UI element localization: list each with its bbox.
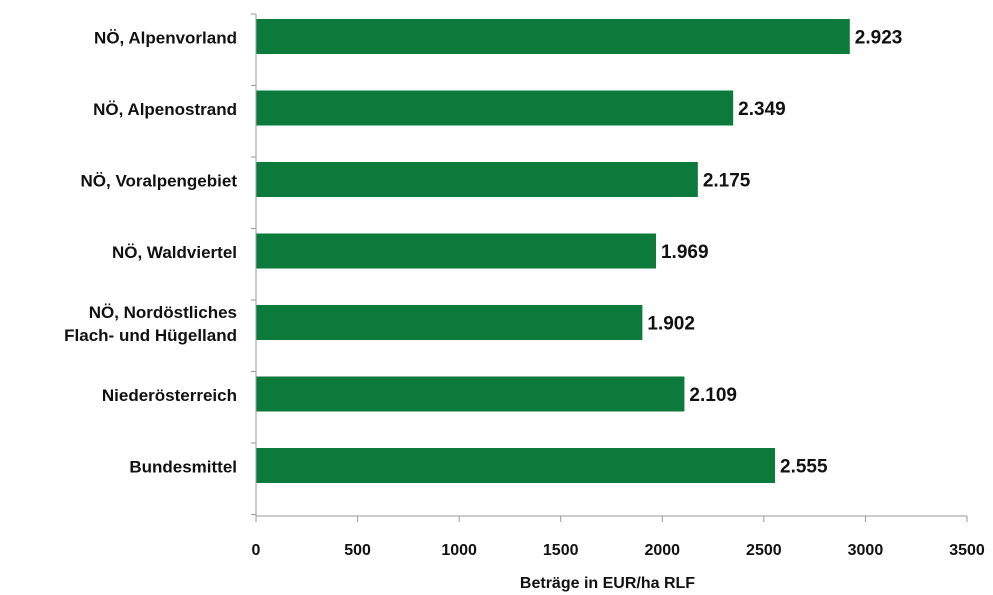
category-label-line: NÖ, Alpenostrand — [93, 100, 237, 119]
x-tick-label: 2500 — [746, 542, 782, 559]
x-tick-label: 2000 — [644, 542, 680, 559]
category-label: NÖ, Nordöstliches Flach- und Hügelland — [64, 303, 237, 345]
bar-value-label: 1.969 — [661, 242, 709, 263]
bar-value-label: 2.555 — [780, 457, 828, 478]
category-label: NÖ, Alpenvorland — [94, 29, 237, 48]
category-labels-layer: NÖ, Alpenvorland NÖ, Alpenostrand NÖ, Vora… — [64, 29, 237, 477]
bar-value-label: 1.902 — [647, 314, 695, 335]
category-label-line: NÖ, Waldviertel — [112, 243, 237, 262]
bar — [256, 233, 656, 269]
bar — [256, 305, 643, 340]
x-tick-label: 500 — [344, 542, 371, 559]
x-tick-label: 1500 — [543, 542, 579, 559]
category-label: NÖ, Waldviertel — [112, 243, 237, 262]
bars-layer — [256, 19, 850, 483]
x-ticks-layer: 0 500 1000 1500 2000 2500 3000 3500 — [251, 13, 985, 559]
bar — [256, 376, 685, 412]
bar-value-label: 2.349 — [738, 99, 786, 120]
bar — [256, 162, 698, 197]
category-label-line: NÖ, Voralpengebiet — [81, 172, 238, 191]
x-tick-label: 3500 — [949, 542, 985, 559]
category-label-line: NÖ, Nordöstliches — [89, 303, 237, 322]
category-label: Bundesmittel — [129, 458, 237, 477]
category-label-line: NÖ, Alpenvorland — [94, 29, 237, 48]
x-tick-label: 3000 — [848, 542, 884, 559]
axis-layer — [255, 14, 967, 517]
bar — [256, 90, 734, 126]
x-tick-label: 1000 — [441, 542, 477, 559]
value-labels-layer: 2.923 2.349 2.175 1.969 1.902 2.109 2.555 — [647, 28, 902, 478]
x-tick-label: 0 — [252, 542, 261, 559]
category-label: NÖ, Alpenostrand — [93, 100, 237, 119]
category-label: Niederösterreich — [102, 386, 237, 405]
bar-value-label: 2.109 — [689, 385, 737, 406]
category-label: NÖ, Voralpengebiet — [81, 172, 238, 191]
bar — [256, 448, 776, 483]
bar-value-label: 2.923 — [855, 28, 903, 49]
category-label-line: Bundesmittel — [129, 458, 237, 477]
category-label-line: Niederösterreich — [102, 386, 237, 405]
category-label-line: Flach- und Hügelland — [64, 326, 237, 345]
bar-value-label: 2.175 — [703, 171, 751, 192]
bar — [256, 19, 850, 54]
x-axis-title: Beträge in EUR/ha RLF — [520, 575, 695, 592]
